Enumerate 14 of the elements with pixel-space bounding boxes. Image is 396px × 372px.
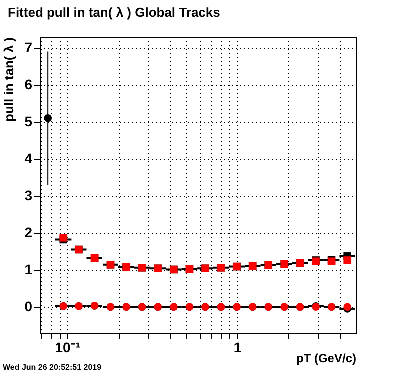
point xyxy=(344,256,352,264)
text: Wed Jun 26 20:52:51 2019 xyxy=(3,363,102,372)
y-tick-label: 3 xyxy=(24,188,33,204)
y-tick-label: 1 xyxy=(24,262,33,278)
y-tick-label: 4 xyxy=(24,150,33,167)
x-axis-title: pT (GeV/c) xyxy=(296,352,356,366)
chart-title: Fitted pull in tan( λ ) Global Tracks xyxy=(8,5,220,20)
y-tick-label: 2 xyxy=(24,224,33,241)
y-tick-label: 5 xyxy=(24,114,33,130)
y-tick-label: 7 xyxy=(24,40,33,56)
y-tick-label: 6 xyxy=(24,76,33,93)
y-axis-title: pull in tan( λ ) xyxy=(2,38,17,122)
y-tick-label: 0 xyxy=(24,298,33,315)
x-tick-label: 10⁻¹ xyxy=(55,340,81,356)
